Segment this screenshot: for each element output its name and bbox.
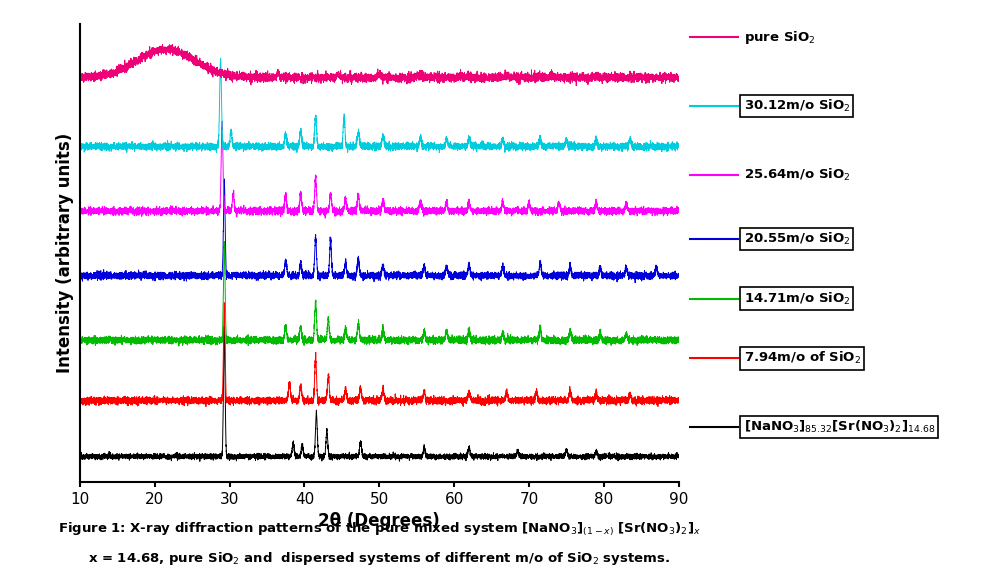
Text: 30.12m/o SiO$_2$: 30.12m/o SiO$_2$: [744, 98, 850, 114]
X-axis label: 2θ (Degrees): 2θ (Degrees): [318, 512, 440, 530]
Text: pure SiO$_2$: pure SiO$_2$: [744, 29, 815, 46]
Text: 20.55m/o SiO$_2$: 20.55m/o SiO$_2$: [744, 231, 850, 247]
Text: [NaNO$_3$]$_{85.32}$[Sr(NO$_3$)$_2$]$_{14.68}$: [NaNO$_3$]$_{85.32}$[Sr(NO$_3$)$_2$]$_{1…: [744, 419, 935, 435]
Text: 14.71m/o SiO$_2$: 14.71m/o SiO$_2$: [744, 290, 850, 307]
Text: 7.94m/o of SiO$_2$: 7.94m/o of SiO$_2$: [744, 350, 860, 366]
Text: x = 14.68, pure SiO$_2$ and  dispersed systems of different m/o of SiO$_2$ syste: x = 14.68, pure SiO$_2$ and dispersed sy…: [88, 550, 671, 567]
Y-axis label: Intensity (arbitrary units): Intensity (arbitrary units): [56, 133, 74, 373]
Text: 25.64m/o SiO$_2$: 25.64m/o SiO$_2$: [744, 167, 850, 183]
Text: Figure 1: X-ray diffraction patterns of the pure mixed system [NaNO$_3$]$_{(1-x): Figure 1: X-ray diffraction patterns of …: [58, 520, 701, 538]
